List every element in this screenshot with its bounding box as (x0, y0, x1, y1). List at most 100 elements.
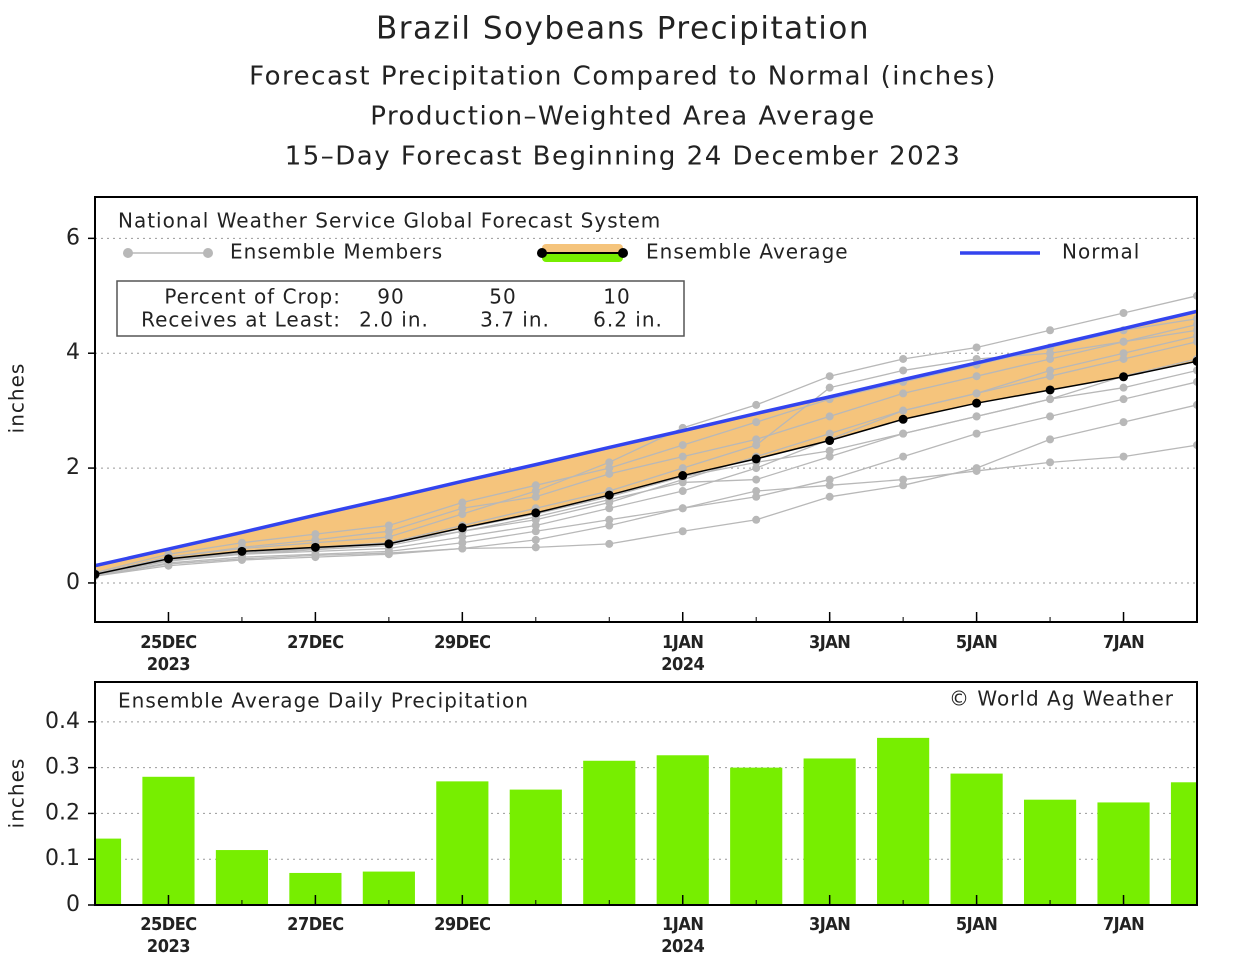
member-point (1046, 366, 1055, 375)
crop-percent: 10 (603, 285, 630, 309)
member-point (972, 343, 981, 352)
plot-area (95, 721, 1197, 905)
x-tick-label: 27DEC (287, 632, 343, 653)
member-point (752, 441, 761, 450)
average-point (678, 471, 688, 481)
crop-amount: 3.7 in. (480, 308, 550, 332)
x-tick-year: 2023 (147, 936, 190, 957)
member-point (825, 481, 834, 490)
member-line (95, 381, 1197, 577)
member-point (605, 521, 614, 530)
member-point (384, 521, 393, 530)
bar (95, 838, 122, 905)
member-point (1119, 452, 1128, 461)
member-point (458, 533, 467, 541)
average-point (898, 414, 908, 424)
average-point (1192, 356, 1197, 366)
member-point (825, 452, 834, 461)
member-point (825, 492, 834, 501)
panel-title: Ensemble Average Daily Precipitation (118, 689, 529, 713)
bar (1170, 782, 1197, 905)
member-line (95, 295, 1197, 575)
member-point (384, 549, 393, 558)
y-tick-label: 0 (66, 892, 80, 917)
member-point (1046, 435, 1055, 444)
average-point (457, 523, 467, 533)
subtitle: Production–Weighted Area Average (370, 102, 876, 132)
normal-line (95, 309, 1197, 568)
y-tick-label: 4 (66, 340, 80, 365)
member-point (1046, 372, 1055, 381)
chart-title: Brazil Soybeans Precipitation (376, 11, 870, 47)
member-point (1119, 337, 1128, 346)
member-point (458, 538, 467, 547)
member-point (825, 475, 834, 484)
bar (1023, 799, 1077, 905)
legend-swatch (542, 253, 623, 262)
member-point (825, 372, 834, 381)
member-point (899, 429, 908, 438)
member-point (678, 478, 687, 487)
member-point (752, 475, 761, 484)
member-point (825, 412, 834, 421)
member-point (752, 435, 761, 444)
member-point (1119, 395, 1128, 404)
bar (656, 755, 709, 905)
subtitle: 15–Day Forecast Beginning 24 December 20… (285, 142, 962, 172)
member-point (899, 475, 908, 484)
member-point (1046, 354, 1055, 363)
average-point (531, 508, 541, 518)
member-point (384, 533, 393, 541)
y-tick-label: 2 (66, 455, 80, 480)
legend-swatch (542, 244, 623, 253)
plot-frame (94, 681, 1198, 906)
crop-amount: 6.2 in. (593, 308, 663, 332)
member-point (752, 418, 761, 427)
average-point (310, 542, 320, 552)
bar (142, 776, 195, 905)
x-tick-label: 1JAN (662, 914, 703, 935)
y-tick-label: 0.3 (45, 755, 80, 780)
member-point (605, 469, 614, 478)
member-point (972, 372, 981, 381)
x-tick-label: 1JAN (662, 632, 703, 653)
crop-table-box (116, 280, 685, 337)
x-tick-label: 29DEC (434, 914, 490, 935)
crop-header: Percent of Crop: (164, 285, 341, 309)
legend-label: Normal (1062, 240, 1140, 264)
average-point (825, 436, 835, 446)
average-point (604, 490, 614, 500)
member-line (95, 358, 1197, 576)
member-point (752, 464, 761, 473)
member-point (311, 535, 320, 544)
x-tick-label: 25DEC (140, 632, 196, 653)
member-point (825, 383, 834, 392)
bar (730, 767, 783, 905)
average-point (972, 398, 982, 408)
annotation: National Weather Service Global Forecast… (118, 209, 661, 233)
x-tick-year: 2024 (661, 654, 704, 675)
y-tick-label: 0.2 (45, 800, 80, 825)
plot-frame (94, 196, 1198, 623)
member-point (605, 539, 614, 548)
y-axis-label: inches (5, 758, 29, 829)
member-point (458, 544, 467, 553)
member-point (678, 487, 687, 496)
average-point (163, 554, 173, 564)
crop-percent: 50 (489, 285, 516, 309)
member-point (678, 464, 687, 473)
member-point (1119, 383, 1128, 392)
x-tick-label: 29DEC (434, 632, 490, 653)
member-point (531, 492, 540, 501)
member-point (531, 527, 540, 536)
member-line (95, 341, 1197, 575)
legend-swatch (618, 248, 628, 258)
member-line (95, 444, 1197, 577)
member-point (972, 412, 981, 421)
member-line (95, 404, 1197, 577)
crop-percent: 90 (377, 285, 404, 309)
member-point (972, 429, 981, 438)
bar (950, 773, 1003, 905)
member-line (95, 323, 1197, 575)
